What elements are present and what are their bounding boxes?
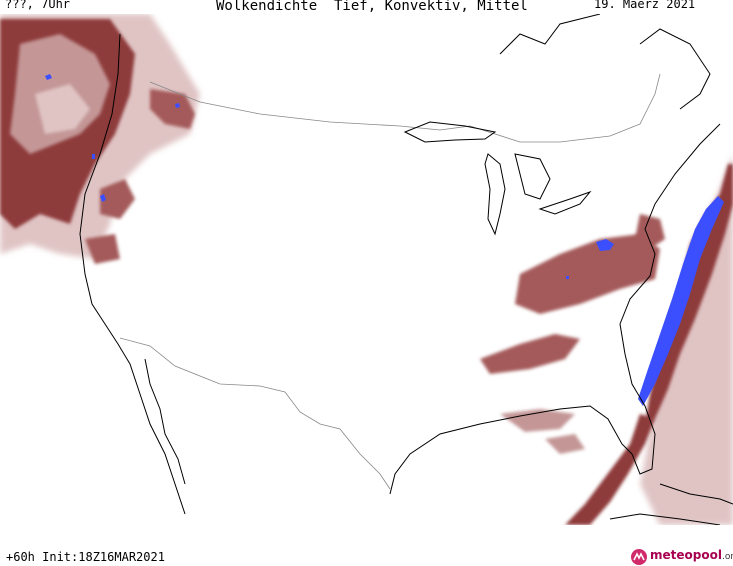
baja-coast — [144, 358, 186, 485]
logo-suffix: .org — [721, 552, 733, 562]
meteopool-logo[interactable]: meteopool.org — [630, 546, 733, 566]
valid-time-label: ???, 7Uhr — [5, 0, 71, 11]
footer: +60h Init:18Z16MAR2021 meteopool.org — [0, 540, 733, 566]
hudson-bay-coast — [499, 13, 601, 55]
lake-erie — [538, 190, 592, 215]
header: ???, 7Uhr Wolkendichte Tief, Konvektiv, … — [0, 0, 733, 20]
lake-superior — [403, 121, 497, 143]
map-title: Wolkendichte Tief, Konvektiv, Mittel — [216, 0, 528, 14]
us-canada-border — [149, 73, 661, 143]
cloud-density-map — [0, 13, 733, 526]
bahamas-coast — [609, 483, 733, 526]
lake-huron — [514, 153, 551, 200]
lake-michigan — [484, 153, 506, 236]
east-coast — [619, 123, 721, 355]
meteopool-logo-icon — [631, 549, 647, 565]
us-mexico-border — [119, 337, 391, 490]
west-coast — [79, 33, 186, 515]
gulf-coast — [389, 405, 633, 495]
florida-coast — [624, 353, 656, 475]
init-time-label: +60h Init:18Z16MAR2021 — [6, 550, 165, 564]
logo-brand: meteopool — [650, 548, 722, 562]
gulf-of-st-lawrence-coast — [639, 28, 711, 110]
map-canvas — [0, 13, 733, 526]
cloud-field-pacific — [0, 14, 200, 264]
date-label: 19. Maerz 2021 — [594, 0, 696, 11]
geography-lines — [79, 13, 733, 526]
cloud-field-eastern-band — [480, 154, 733, 525]
